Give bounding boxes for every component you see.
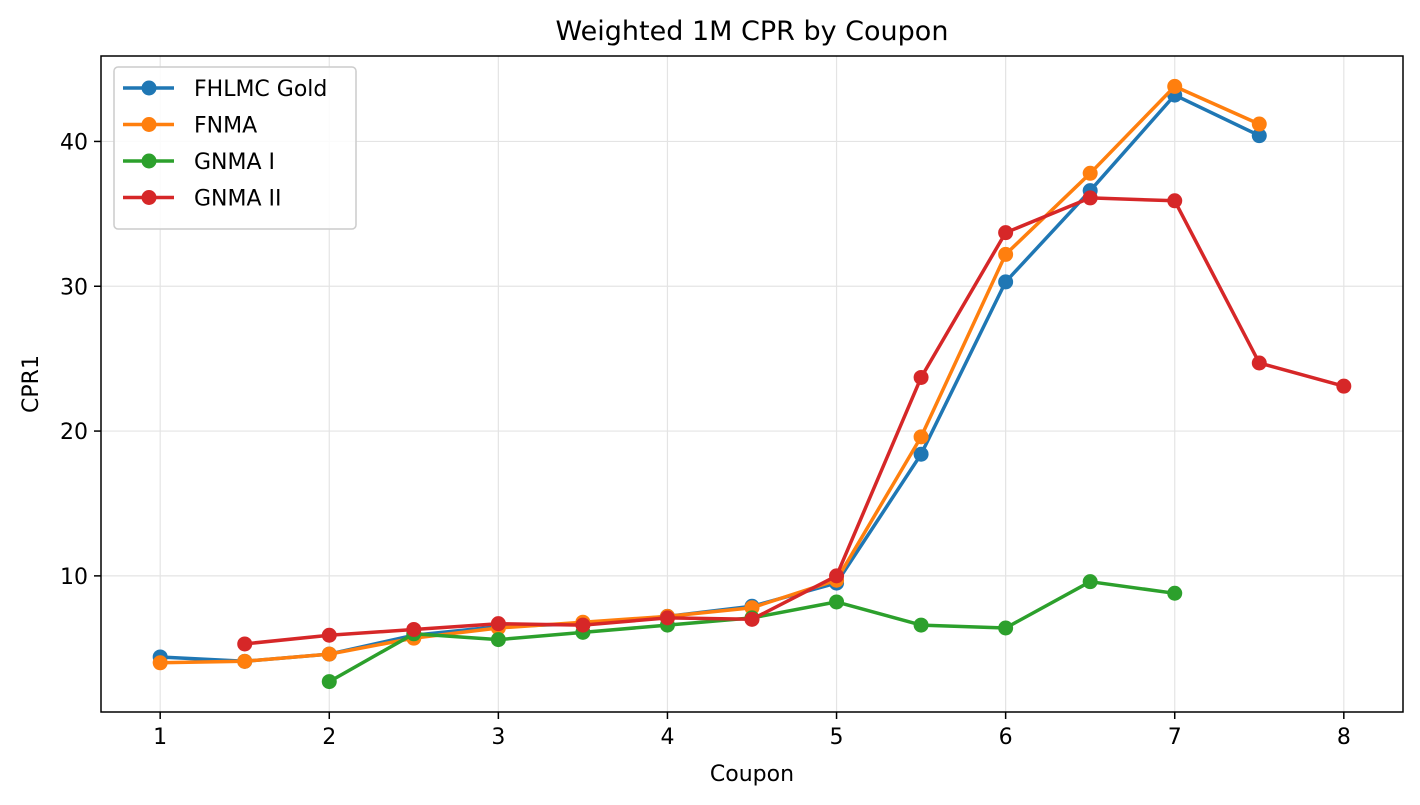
x-tick-label: 5 xyxy=(830,725,844,750)
y-tick-label: 40 xyxy=(60,130,88,155)
data-point-gnma-ii xyxy=(1167,193,1183,209)
data-point-fnma xyxy=(998,246,1014,262)
data-point-gnma-ii xyxy=(659,610,675,626)
legend-label: FNMA xyxy=(194,114,257,139)
data-point-fhlmc-gold xyxy=(1251,128,1267,144)
legend-label: FHLMC Gold xyxy=(194,77,327,102)
data-point-fnma xyxy=(1251,116,1267,132)
data-point-fnma xyxy=(1167,78,1183,94)
data-point-gnma-i xyxy=(1167,585,1183,601)
data-point-fhlmc-gold xyxy=(998,274,1014,290)
data-point-fhlmc-gold xyxy=(913,446,929,462)
data-point-fnma xyxy=(152,655,168,671)
data-point-gnma-ii xyxy=(998,225,1014,241)
data-point-gnma-ii xyxy=(913,369,929,385)
data-point-gnma-ii xyxy=(1336,378,1352,394)
legend: FHLMC Gold FNMA GNMA I GNMA II xyxy=(113,66,357,230)
series-gnma-ii xyxy=(237,190,1352,652)
series-line-gnma-ii xyxy=(244,196,1345,646)
legend-entry: GNMA I xyxy=(123,150,275,175)
data-point-gnma-i xyxy=(998,620,1014,636)
data-point-fnma xyxy=(237,653,253,669)
legend-entry: FNMA xyxy=(123,114,257,139)
data-point-fnma xyxy=(321,646,337,662)
data-point-gnma-ii xyxy=(490,616,506,632)
data-point-fnma xyxy=(913,429,929,445)
x-tick-label: 6 xyxy=(999,725,1013,750)
data-point-gnma-ii xyxy=(237,636,253,652)
legend-marker xyxy=(141,153,157,169)
data-point-gnma-ii xyxy=(1251,355,1267,371)
series-lines xyxy=(152,78,1352,690)
data-point-gnma-i xyxy=(1082,574,1098,590)
data-point-gnma-ii xyxy=(406,621,422,637)
y-axis-label: CPR1 xyxy=(19,355,44,413)
legend-entry: FHLMC Gold xyxy=(123,77,327,102)
data-point-gnma-i xyxy=(321,674,337,690)
legend-box xyxy=(113,66,357,230)
axis-ticks: 1 2 3 4 5 6 7 8 10 20 30 40 xyxy=(60,130,1351,750)
data-point-gnma-i xyxy=(490,632,506,648)
y-tick-label: 10 xyxy=(60,565,88,590)
legend-marker xyxy=(141,80,157,96)
legend-label: GNMA I xyxy=(194,150,275,175)
x-tick-label: 4 xyxy=(660,725,674,750)
legend-marker xyxy=(141,117,157,132)
data-point-gnma-ii xyxy=(321,627,337,643)
x-tick-label: 8 xyxy=(1337,725,1351,750)
y-tick-label: 30 xyxy=(60,275,88,300)
data-point-gnma-ii xyxy=(1082,190,1098,206)
chart-title: Weighted 1M CPR by Coupon xyxy=(556,16,949,47)
data-point-gnma-ii xyxy=(744,611,760,627)
legend-label: GNMA II xyxy=(194,187,282,212)
legend-marker xyxy=(141,190,157,205)
grid-lines xyxy=(101,56,1403,712)
legend-entry: GNMA II xyxy=(123,187,282,212)
data-point-gnma-i xyxy=(829,594,845,610)
x-tick-label: 2 xyxy=(322,725,336,750)
data-point-gnma-i xyxy=(913,617,929,633)
series-line-fnma xyxy=(160,84,1261,665)
x-tick-label: 1 xyxy=(153,725,167,750)
plot-frame xyxy=(100,55,1404,713)
y-tick-label: 20 xyxy=(60,420,88,445)
data-point-fnma xyxy=(1082,165,1098,181)
x-tick-label: 7 xyxy=(1168,725,1182,750)
data-point-gnma-ii xyxy=(829,568,845,584)
data-point-gnma-ii xyxy=(575,617,591,633)
x-axis-label: Coupon xyxy=(710,762,794,787)
x-tick-label: 3 xyxy=(491,725,505,750)
